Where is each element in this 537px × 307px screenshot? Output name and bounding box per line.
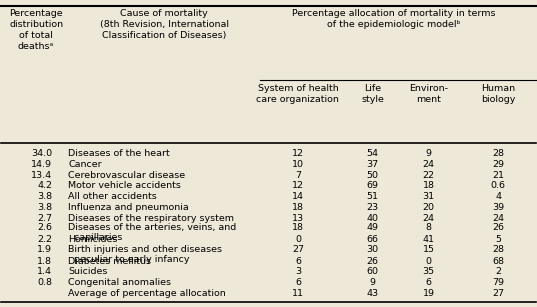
Text: Percentage
distribution
of total
deathsᵃ: Percentage distribution of total deathsᵃ — [9, 9, 63, 51]
Text: 30: 30 — [367, 245, 379, 254]
Text: 43: 43 — [367, 289, 379, 298]
Text: Influenza and pneumonia: Influenza and pneumonia — [68, 203, 189, 212]
Text: 28: 28 — [492, 245, 504, 254]
Text: 3.8: 3.8 — [37, 192, 52, 201]
Text: Percentage allocation of mortality in terms
of the epidemiologic modelᵇ: Percentage allocation of mortality in te… — [292, 9, 496, 29]
Text: Birth injuries and other diseases
  peculiar to early infancy: Birth injuries and other diseases peculi… — [68, 245, 222, 264]
Text: 23: 23 — [367, 203, 379, 212]
Text: 22: 22 — [423, 171, 435, 180]
Text: 18: 18 — [292, 223, 304, 232]
Text: 39: 39 — [492, 203, 504, 212]
Text: 7: 7 — [295, 171, 301, 180]
Text: 3: 3 — [295, 267, 301, 276]
Text: 54: 54 — [367, 149, 379, 158]
Text: 10: 10 — [292, 160, 304, 169]
Text: Cause of mortality
(8th Revision, International
Classification of Diseases): Cause of mortality (8th Revision, Intern… — [100, 9, 229, 40]
Text: 0.8: 0.8 — [37, 278, 52, 287]
Text: 18: 18 — [423, 181, 435, 190]
Text: Homicides: Homicides — [68, 235, 118, 244]
Text: 6: 6 — [426, 278, 432, 287]
Text: 3.8: 3.8 — [37, 203, 52, 212]
Text: Suicides: Suicides — [68, 267, 107, 276]
Text: 26: 26 — [492, 223, 504, 232]
Text: 14: 14 — [292, 192, 304, 201]
Text: 2.2: 2.2 — [37, 235, 52, 244]
Text: 21: 21 — [492, 171, 504, 180]
Text: 13.4: 13.4 — [31, 171, 52, 180]
Text: Motor vehicle accidents: Motor vehicle accidents — [68, 181, 181, 190]
Text: 0.6: 0.6 — [491, 181, 506, 190]
Text: Human
biology: Human biology — [481, 84, 516, 104]
Text: 28: 28 — [492, 149, 504, 158]
Text: 40: 40 — [367, 214, 379, 223]
Text: 29: 29 — [492, 160, 504, 169]
Text: Average of percentage allocation: Average of percentage allocation — [68, 289, 226, 298]
Text: 69: 69 — [367, 181, 379, 190]
Text: 2.6: 2.6 — [37, 223, 52, 232]
Text: 49: 49 — [367, 223, 379, 232]
Text: Congenital anomalies: Congenital anomalies — [68, 278, 171, 287]
Text: 34.0: 34.0 — [31, 149, 52, 158]
Text: 41: 41 — [423, 235, 435, 244]
Text: 4: 4 — [495, 192, 501, 201]
Text: Diseases of the respiratory system: Diseases of the respiratory system — [68, 214, 234, 223]
Text: 5: 5 — [495, 235, 501, 244]
Text: 27: 27 — [292, 245, 304, 254]
Text: 2: 2 — [495, 267, 501, 276]
Text: 50: 50 — [367, 171, 379, 180]
Text: 26: 26 — [367, 257, 379, 266]
Text: 0: 0 — [426, 257, 432, 266]
Text: 0: 0 — [295, 235, 301, 244]
Text: 1.9: 1.9 — [37, 245, 52, 254]
Text: Cerebrovascular disease: Cerebrovascular disease — [68, 171, 185, 180]
Text: 19: 19 — [423, 289, 435, 298]
Text: 6: 6 — [295, 278, 301, 287]
Text: 79: 79 — [492, 278, 504, 287]
Text: 9: 9 — [369, 278, 376, 287]
Text: Diabetes mellitus: Diabetes mellitus — [68, 257, 151, 266]
Text: 8: 8 — [426, 223, 432, 232]
Text: 27: 27 — [492, 289, 504, 298]
Text: 37: 37 — [367, 160, 379, 169]
Text: System of health
care organization: System of health care organization — [257, 84, 339, 104]
Text: 24: 24 — [423, 160, 435, 169]
Text: 15: 15 — [423, 245, 435, 254]
Text: Cancer: Cancer — [68, 160, 102, 169]
Text: 60: 60 — [367, 267, 379, 276]
Text: 2.7: 2.7 — [37, 214, 52, 223]
Text: 12: 12 — [292, 181, 304, 190]
Text: 68: 68 — [492, 257, 504, 266]
Text: 51: 51 — [367, 192, 379, 201]
Text: Environ-
ment: Environ- ment — [409, 84, 448, 104]
Text: 20: 20 — [423, 203, 435, 212]
Text: 35: 35 — [423, 267, 435, 276]
Text: All other accidents: All other accidents — [68, 192, 157, 201]
Text: Life
style: Life style — [361, 84, 384, 104]
Text: 6: 6 — [295, 257, 301, 266]
Text: 18: 18 — [292, 203, 304, 212]
Text: 13: 13 — [292, 214, 304, 223]
Text: Diseases of the arteries, veins, and
  capillaries: Diseases of the arteries, veins, and cap… — [68, 223, 236, 242]
Text: 24: 24 — [423, 214, 435, 223]
Text: 14.9: 14.9 — [31, 160, 52, 169]
Text: 12: 12 — [292, 149, 304, 158]
Text: 11: 11 — [292, 289, 304, 298]
Text: 1.8: 1.8 — [37, 257, 52, 266]
Text: 4.2: 4.2 — [37, 181, 52, 190]
Text: 9: 9 — [426, 149, 432, 158]
Text: 31: 31 — [423, 192, 435, 201]
Text: 24: 24 — [492, 214, 504, 223]
Text: 66: 66 — [367, 235, 379, 244]
Text: 1.4: 1.4 — [37, 267, 52, 276]
Text: Diseases of the heart: Diseases of the heart — [68, 149, 170, 158]
